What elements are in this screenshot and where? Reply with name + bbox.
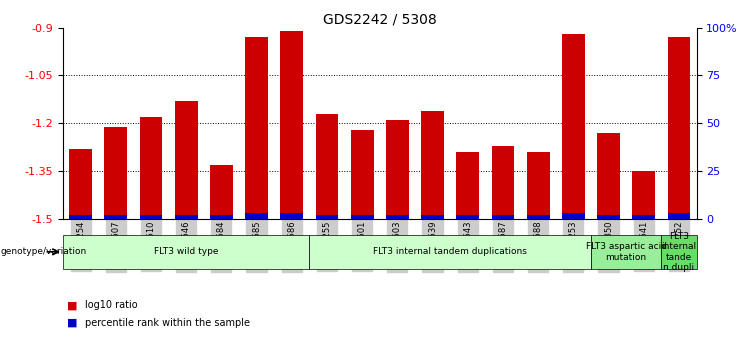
Bar xyxy=(316,114,339,219)
Bar xyxy=(104,215,127,219)
Bar xyxy=(69,215,92,219)
Bar xyxy=(421,110,444,219)
Text: ■: ■ xyxy=(67,318,77,327)
Bar xyxy=(668,37,691,219)
Bar xyxy=(527,215,550,219)
Bar xyxy=(527,152,550,219)
Bar xyxy=(175,101,198,219)
Text: FLT3 wild type: FLT3 wild type xyxy=(154,247,219,256)
Bar xyxy=(386,215,409,219)
Text: ■: ■ xyxy=(67,300,77,310)
Bar xyxy=(668,213,691,219)
Bar xyxy=(245,213,268,219)
Bar xyxy=(69,149,92,219)
Bar xyxy=(316,215,339,219)
Bar xyxy=(139,117,162,219)
Bar xyxy=(245,37,268,219)
Bar xyxy=(350,130,373,219)
Bar xyxy=(597,133,620,219)
Bar xyxy=(210,215,233,219)
Bar xyxy=(632,215,655,219)
Bar xyxy=(63,235,310,269)
Bar xyxy=(386,120,409,219)
Bar xyxy=(491,146,514,219)
Title: GDS2242 / 5308: GDS2242 / 5308 xyxy=(323,12,436,27)
Bar xyxy=(661,235,697,269)
Bar xyxy=(591,235,661,269)
Bar xyxy=(139,215,162,219)
Text: FLT3 internal tandem duplications: FLT3 internal tandem duplications xyxy=(373,247,527,256)
Text: FLT3 aspartic acid
mutation: FLT3 aspartic acid mutation xyxy=(585,242,667,262)
Bar xyxy=(104,127,127,219)
Text: genotype/variation: genotype/variation xyxy=(1,247,87,256)
Bar xyxy=(562,213,585,219)
Bar xyxy=(456,215,479,219)
Text: FLT3
internal
tande
n dupli: FLT3 internal tande n dupli xyxy=(662,232,697,272)
Text: log10 ratio: log10 ratio xyxy=(85,300,138,310)
Bar xyxy=(280,213,303,219)
Bar xyxy=(562,34,585,219)
Bar xyxy=(310,235,591,269)
Bar xyxy=(597,215,620,219)
Text: percentile rank within the sample: percentile rank within the sample xyxy=(85,318,250,327)
Bar xyxy=(456,152,479,219)
Bar xyxy=(632,171,655,219)
Bar xyxy=(210,165,233,219)
Bar xyxy=(350,215,373,219)
Bar xyxy=(280,31,303,219)
Bar xyxy=(421,215,444,219)
Bar xyxy=(175,215,198,219)
Bar xyxy=(491,215,514,219)
